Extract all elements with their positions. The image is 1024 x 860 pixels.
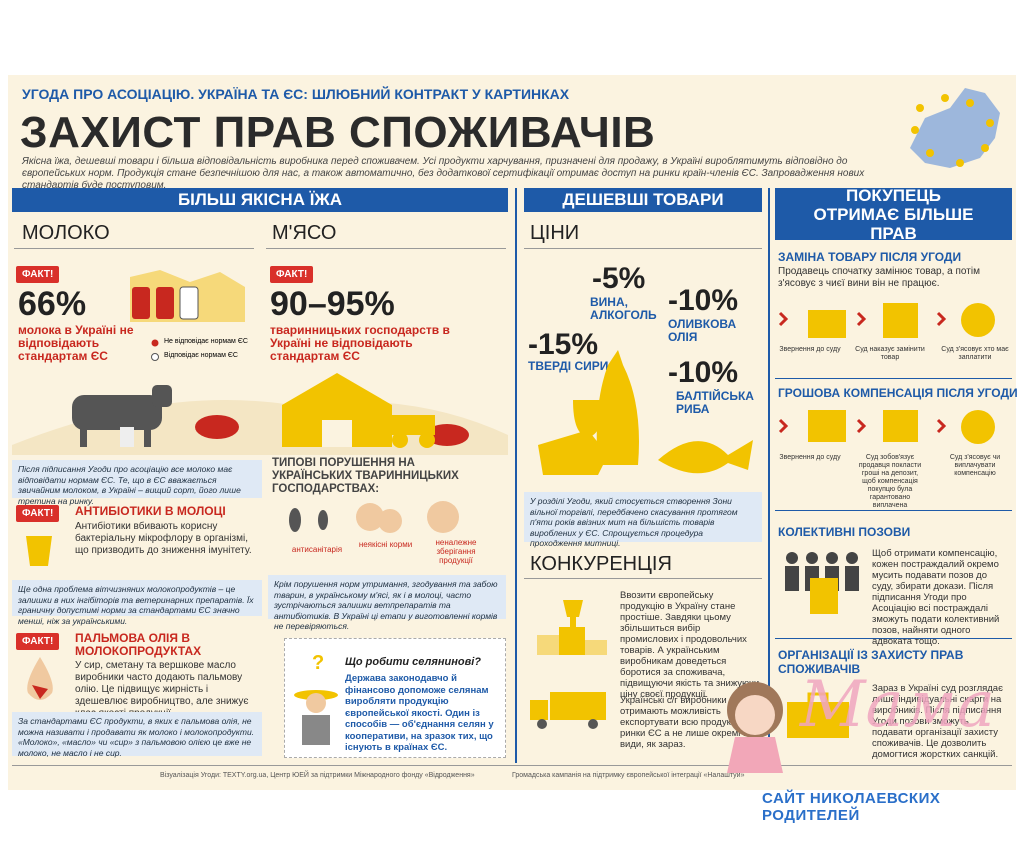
section-header: ПОКУПЕЦЬ ОТРИМАЄ БІЛЬШЕ ПРАВ	[775, 186, 1012, 243]
farm-illustration	[12, 373, 508, 455]
note: Крім порушення норм утримання, згодуванн…	[268, 575, 506, 631]
step-label: Суд з'ясовує хто має заплатити	[941, 346, 1009, 361]
section-text: Зараз в Україні суд розглядає лише індив…	[872, 683, 1003, 760]
note: У розділі Угоди, який стосується створен…	[524, 492, 762, 548]
column-divider	[515, 188, 517, 763]
step-label: Суд з'ясовує чи виплачувати компенсацію	[949, 454, 1001, 477]
section-text: У сир, сметану та вершкове масло виробни…	[75, 660, 249, 719]
price-label: БАЛТІЙСЬКА РИБА	[676, 389, 754, 416]
column-divider	[768, 188, 770, 763]
people-icon	[785, 552, 859, 614]
kicker: УГОДА ПРО АСОЦІАЦІЮ. УКРАЇНА ТА ЄС: ШЛЮБ…	[22, 86, 570, 102]
podium-icon	[537, 600, 607, 655]
stat-text: тваринницьких господарств в Україні не в…	[270, 323, 450, 363]
price-change: -15%	[528, 328, 599, 361]
legend-entry: Відповідає нормам ЄС	[164, 352, 238, 359]
stat-text: молока в Україні не відповідають стандар…	[18, 323, 134, 363]
fact-badge: ФАКТ!	[16, 505, 60, 522]
rule	[775, 378, 1012, 379]
subheading: КОНКУРЕНЦІЯ	[530, 553, 672, 575]
violation-label: неякісні корми	[358, 540, 413, 549]
replacement-icons	[778, 303, 995, 338]
rule	[14, 248, 254, 249]
subheading: М'ЯСО	[272, 222, 337, 244]
section-text: Антибіотики вбивають корисну бактеріальн…	[75, 521, 252, 556]
milk-jug-icon	[26, 536, 52, 566]
page-title: ЗАХИСТ ПРАВ СПОЖИВАЧІВ	[20, 108, 656, 157]
step-label: Звернення до суду	[779, 454, 841, 461]
section-title: ЗАМІНА ТОВАРУ ПІСЛЯ УГОДИ	[778, 250, 962, 264]
svg-text:?: ?	[312, 655, 324, 674]
section-title: КОЛЕКТИВНІ ПОЗОВИ	[778, 525, 911, 539]
section-header: ДЕШЕВШІ ТОВАРИ	[524, 188, 762, 212]
price-label: ТВЕРДІ СИРИ	[528, 359, 609, 373]
note: Ще одна проблема вітчизняних молокопроду…	[12, 580, 262, 626]
watermark-site: САЙТ НИКОЛАЕВСКИХ РОДИТЕЛЕЙ	[762, 790, 941, 824]
price-change: -5%	[592, 262, 646, 295]
truck-icon	[530, 692, 606, 729]
competition-text: Ввозити європейську продукцію в Україну …	[620, 590, 760, 700]
watermark-logo: Мама	[800, 668, 995, 742]
footer-campaign: Громадська кампанія на підтримку європей…	[512, 772, 745, 779]
watermark-doll	[727, 682, 783, 773]
farmer-text: Держава законодавчо й фінансово допоможе…	[345, 673, 494, 753]
briefcase-icon	[787, 692, 849, 738]
fact-badge: ФАКТ!	[270, 266, 314, 283]
stat: 66%	[18, 285, 87, 323]
section-title: ГРОШОВА КОМПЕНСАЦІЯ ПІСЛЯ УГОДИ	[778, 386, 1018, 400]
step-label: Суд зобов'язує продавця покласти гроші н…	[858, 454, 922, 509]
eu-map	[910, 88, 1000, 168]
note: Після підписання Угоди про асоціацію все…	[12, 460, 262, 506]
farmer-icon: ?	[294, 655, 338, 745]
violation-icons	[289, 501, 459, 533]
competition-text: Українські с/г виробники отримають можли…	[620, 695, 759, 750]
violation-label: неналежне зберігання продукції	[435, 538, 477, 565]
palm-drop-icon	[27, 657, 53, 700]
intro: Якісна їжа, дешевші товари і більша відп…	[22, 156, 865, 191]
fact-badge: ФАКТ!	[16, 266, 60, 283]
section-title: ТИПОВІ ПОРУШЕННЯ НА УКРАЇНСЬКИХ ТВАРИННИ…	[272, 457, 459, 495]
legend-entry: Не відповідає нормам ЄС	[164, 338, 248, 345]
rule	[524, 248, 762, 249]
price-change: -10%	[668, 356, 739, 389]
rule	[524, 578, 762, 579]
rule	[266, 248, 506, 249]
milk-illustration	[130, 270, 245, 322]
section-text: Продавець спочатку замінює товар, а поті…	[778, 266, 980, 289]
stat: 90–95%	[270, 285, 395, 323]
step-label: Суд наказує замінити товар	[855, 346, 925, 361]
step-label: Звернення до суду	[779, 346, 841, 353]
subheading: ЦІНИ	[530, 222, 580, 244]
goods-illustration	[538, 350, 753, 475]
rule	[775, 638, 1012, 639]
farmer-question: Що робити селянинові?	[345, 656, 482, 668]
footer-credits: Візуалізація Угоди: TEXTY.org.ua, Центр …	[160, 772, 475, 779]
price-change: -10%	[668, 284, 739, 317]
section-title: АНТИБІОТИКИ В МОЛОЦІ	[75, 504, 226, 518]
rule	[12, 765, 1012, 766]
violation-label: антисанітарія	[291, 545, 343, 554]
price-label: ОЛИВКОВА ОЛІЯ	[668, 317, 737, 344]
fact-badge: ФАКТ!	[16, 633, 60, 650]
compensation-icons	[778, 410, 995, 444]
subheading: МОЛОКО	[22, 222, 110, 244]
note: За стандартами ЄС продукти, в яких є пал…	[12, 712, 262, 758]
section-title: ОРГАНІЗАЦІЇ ІЗ ЗАХИСТУ ПРАВ СПОЖИВАЧІВ	[778, 648, 964, 676]
section-text: Щоб отримати компенсацію, кожен постражд…	[872, 548, 1000, 647]
section-header: БІЛЬШ ЯКІСНА ЇЖА	[12, 188, 508, 212]
legend-swatches	[151, 339, 159, 361]
rule	[775, 510, 1012, 511]
price-label: ВИНА, АЛКОГОЛЬ	[590, 295, 657, 322]
section-title: ПАЛЬМОВА ОЛІЯ В МОЛОКОПРОДУКТАХ	[75, 631, 202, 658]
